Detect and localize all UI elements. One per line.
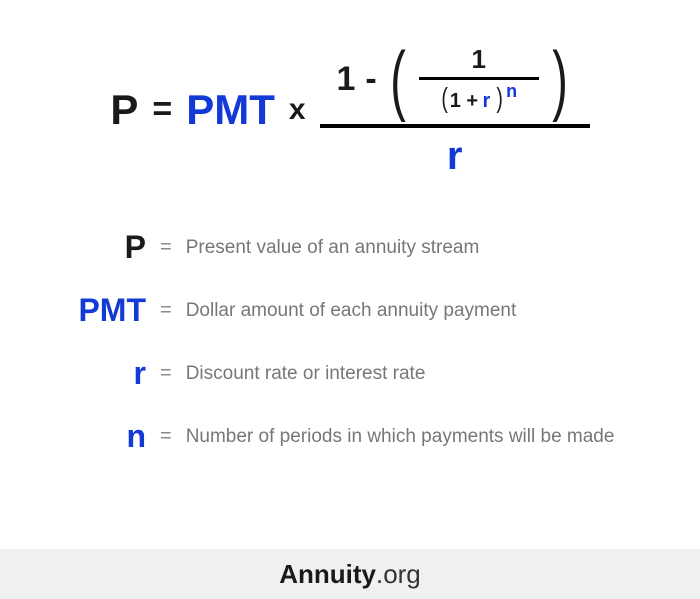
footer-light: .org [376,559,421,590]
small-left-paren-icon: ( [442,82,449,114]
fraction-numerator: 1 - ( 1 ( 1 + r ) n ) [337,40,573,124]
legend-row: r = Discount rate or interest rate [40,355,660,392]
legend-desc: Dollar amount of each annuity payment [186,300,517,322]
inner-fraction: 1 ( 1 + r ) n [419,44,539,114]
numerator-one: 1 [337,60,356,99]
fraction-denominator: r [447,128,463,179]
footer-brand: Annuity.org [0,549,700,599]
legend: P = Present value of an annuity stream P… [0,209,700,455]
legend-desc: Discount rate or interest rate [186,363,426,385]
inner-denominator: ( 1 + r ) n [440,80,517,114]
minus-sign: - [365,60,376,99]
symbol-P: P [110,86,138,134]
inner-one: 1 [472,44,486,77]
legend-desc: Number of periods in which payments will… [186,426,615,448]
legend-equals: = [160,236,186,259]
main-fraction: 1 - ( 1 ( 1 + r ) n ) r [320,40,590,179]
legend-symbol-PMT: PMT [40,292,160,329]
one-plus: 1 + [450,90,478,113]
formula-equation: P = PMT x 1 - ( 1 ( 1 + r ) n [0,0,700,209]
legend-equals: = [160,299,186,322]
legend-row: PMT = Dollar amount of each annuity paym… [40,292,660,329]
left-paren-icon: ( [390,40,406,118]
legend-symbol-P: P [40,229,160,266]
legend-equals: = [160,425,186,448]
legend-row: n = Number of periods in which payments … [40,418,660,455]
legend-symbol-r: r [40,355,160,392]
legend-desc: Present value of an annuity stream [186,237,480,259]
legend-row: P = Present value of an annuity stream [40,229,660,266]
symbol-PMT: PMT [186,86,275,134]
legend-equals: = [160,362,186,385]
right-paren-icon: ) [552,40,568,118]
symbol-r-inner: r [483,90,491,113]
times-sign: x [289,93,306,127]
equals-sign: = [152,90,172,129]
footer-bold: Annuity [279,559,376,590]
legend-symbol-n: n [40,418,160,455]
small-right-paren-icon: ) [496,82,503,114]
one-minus: 1 - [337,60,377,99]
symbol-n-exponent: n [506,81,517,102]
